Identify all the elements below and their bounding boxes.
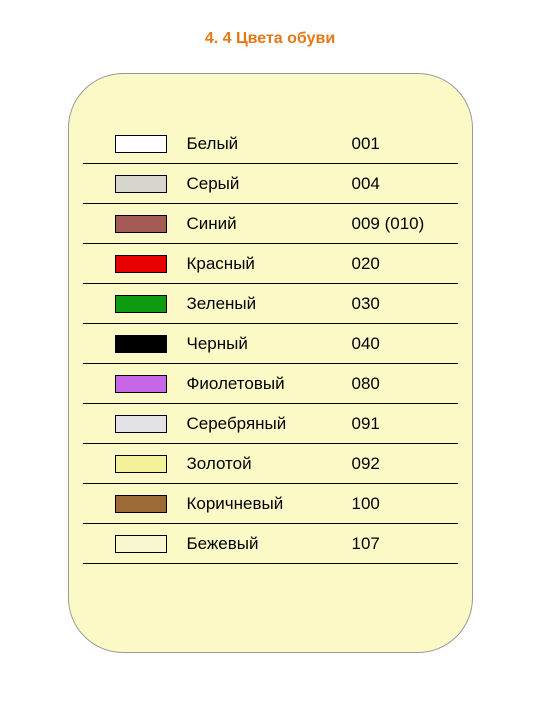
color-swatch [115, 415, 167, 433]
swatch-cell [83, 175, 173, 193]
color-name: Серый [173, 174, 348, 194]
color-row: Серый004 [83, 164, 458, 204]
color-code: 092 [348, 454, 458, 474]
color-code: 100 [348, 494, 458, 514]
swatch-cell [83, 295, 173, 313]
color-name: Синий [173, 214, 348, 234]
swatch-cell [83, 455, 173, 473]
color-name: Красный [173, 254, 348, 274]
color-swatch [115, 295, 167, 313]
swatch-cell [83, 415, 173, 433]
color-row: Синий009 (010) [83, 204, 458, 244]
color-name: Золотой [173, 454, 348, 474]
swatch-cell [83, 535, 173, 553]
swatch-cell [83, 495, 173, 513]
color-panel: Белый001Серый004Синий009 (010)Красный020… [68, 73, 473, 653]
color-code: 020 [348, 254, 458, 274]
color-code: 080 [348, 374, 458, 394]
color-swatch [115, 215, 167, 233]
color-swatch [115, 535, 167, 553]
swatch-cell [83, 375, 173, 393]
color-swatch [115, 495, 167, 513]
color-name: Бежевый [173, 534, 348, 554]
color-swatch [115, 135, 167, 153]
color-name: Белый [173, 134, 348, 154]
color-swatch [115, 255, 167, 273]
color-swatch [115, 375, 167, 393]
color-row: Коричневый100 [83, 484, 458, 524]
color-code: 009 (010) [348, 214, 458, 234]
color-code: 040 [348, 334, 458, 354]
color-code: 030 [348, 294, 458, 314]
color-code: 001 [348, 134, 458, 154]
color-name: Зеленый [173, 294, 348, 314]
swatch-cell [83, 255, 173, 273]
color-row: Фиолетовый080 [83, 364, 458, 404]
color-row: Черный040 [83, 324, 458, 364]
color-code: 107 [348, 534, 458, 554]
color-code: 091 [348, 414, 458, 434]
color-name: Черный [173, 334, 348, 354]
color-name: Фиолетовый [173, 374, 348, 394]
swatch-cell [83, 215, 173, 233]
color-row: Серебряный091 [83, 404, 458, 444]
color-row: Золотой092 [83, 444, 458, 484]
color-name: Коричневый [173, 494, 348, 514]
color-row: Бежевый107 [83, 524, 458, 564]
color-row: Зеленый030 [83, 284, 458, 324]
swatch-cell [83, 135, 173, 153]
color-swatch [115, 335, 167, 353]
page-title: 4. 4 Цвета обуви [0, 30, 540, 48]
color-swatch [115, 175, 167, 193]
color-row: Красный020 [83, 244, 458, 284]
swatch-cell [83, 335, 173, 353]
color-code: 004 [348, 174, 458, 194]
color-row: Белый001 [83, 124, 458, 164]
color-swatch [115, 455, 167, 473]
color-name: Серебряный [173, 414, 348, 434]
